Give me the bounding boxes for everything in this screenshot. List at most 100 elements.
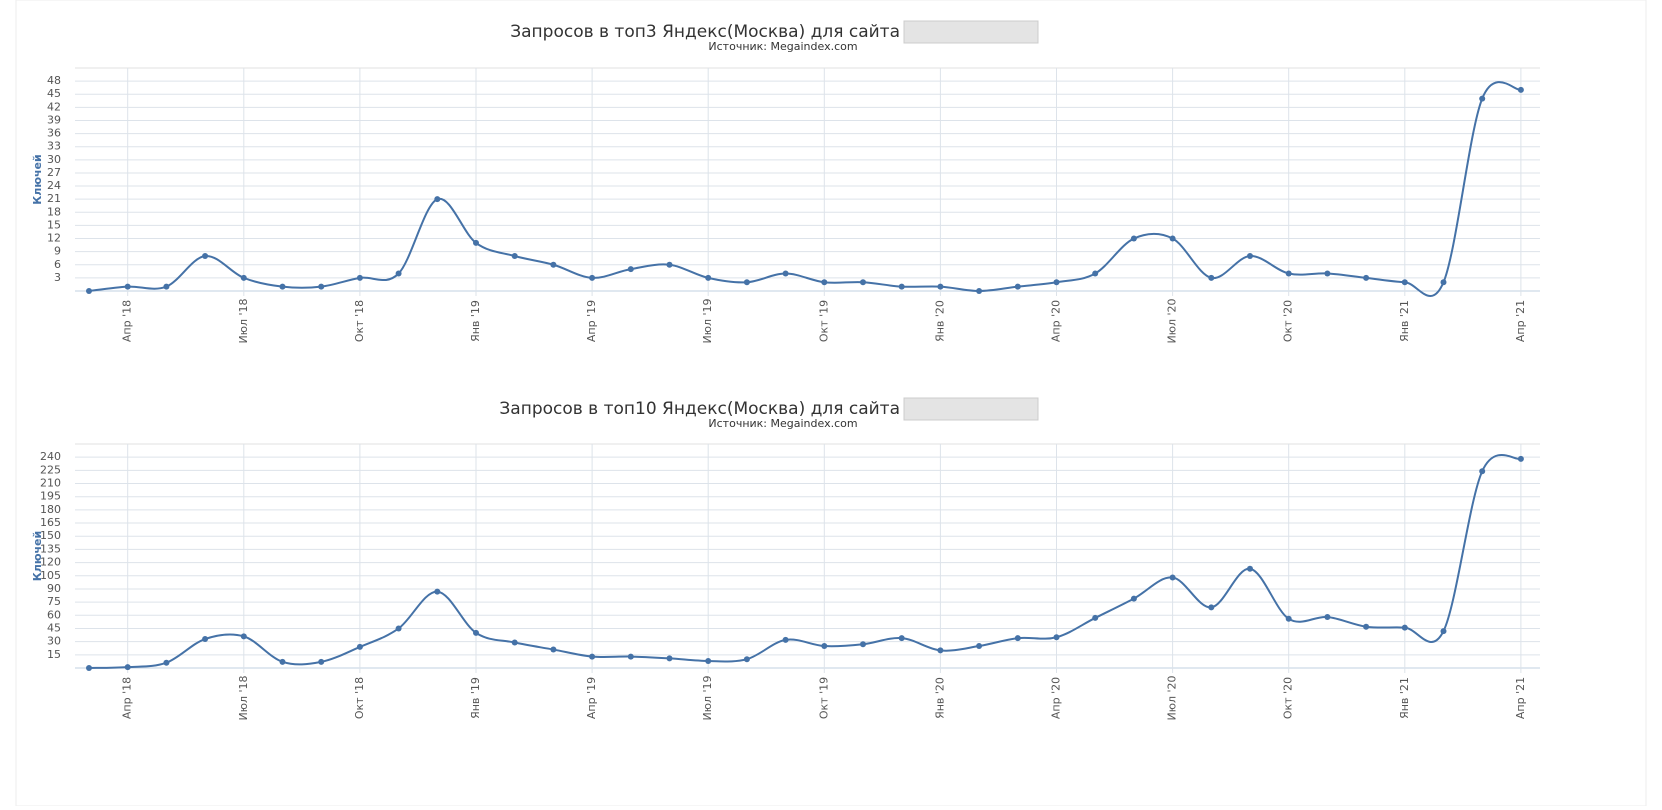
point [1092, 614, 1099, 621]
x-tick-label: Апр '19 [585, 300, 598, 342]
point [782, 636, 789, 643]
point [163, 659, 170, 666]
x-tick-label: Окт '18 [353, 677, 366, 719]
x-tick-label: Янв '21 [1398, 300, 1411, 342]
x-tick-label: Окт '18 [353, 300, 366, 342]
point [666, 261, 673, 268]
point [1324, 614, 1331, 621]
y-tick-label: 27 [47, 166, 61, 179]
point [589, 653, 596, 660]
y-tick-label: 30 [47, 635, 61, 648]
chart-subtitle: Источник: Megaindex.com [708, 40, 857, 53]
point [240, 274, 247, 281]
point [124, 283, 131, 290]
point [1169, 574, 1176, 581]
y-tick-label: 3 [54, 271, 61, 284]
y-tick-label: 9 [54, 245, 61, 258]
point [395, 270, 402, 277]
point [473, 629, 479, 636]
y-tick-label: 18 [47, 205, 61, 218]
point [937, 283, 944, 290]
y-tick-label: 180 [40, 503, 61, 516]
point [511, 253, 518, 260]
y-tick-label: 33 [47, 140, 61, 153]
y-tick-label: 42 [47, 100, 61, 113]
point [1169, 235, 1176, 242]
point [782, 270, 789, 277]
point [395, 625, 402, 632]
point [976, 288, 983, 294]
point [1130, 595, 1137, 602]
x-tick-label: Янв '21 [1398, 677, 1411, 719]
point [86, 288, 92, 294]
blurred-domain [903, 397, 1039, 421]
point [550, 646, 557, 653]
point [1208, 274, 1215, 281]
point [666, 655, 673, 662]
x-tick-label: Янв '20 [933, 677, 946, 719]
point [1363, 623, 1370, 630]
point [1130, 235, 1137, 242]
x-tick-label: Апр '19 [585, 677, 598, 719]
point [1092, 270, 1099, 277]
y-tick-label: 15 [47, 648, 61, 661]
y-tick-label: 120 [40, 556, 61, 569]
point [1014, 635, 1021, 642]
point [356, 643, 363, 650]
x-tick-label: Июл '20 [1166, 298, 1179, 343]
point [743, 656, 750, 663]
y-tick-label: 195 [40, 490, 61, 503]
x-tick-label: Окт '20 [1282, 300, 1295, 342]
x-tick-label: Апр '21 [1514, 300, 1527, 342]
y-tick-label: 24 [47, 179, 61, 192]
chart-title: Запросов в топ3 Яндекс(Москва) для сайта [510, 22, 900, 42]
point [627, 266, 634, 273]
point [743, 279, 750, 286]
point [1363, 274, 1370, 281]
point [202, 636, 209, 643]
point [937, 647, 944, 654]
point [511, 639, 518, 646]
x-tick-label: Апр '18 [121, 677, 134, 719]
y-tick-label: 21 [47, 192, 61, 205]
x-tick-label: Июл '18 [237, 298, 250, 343]
point [1440, 279, 1447, 286]
y-tick-label: 165 [40, 516, 61, 529]
point [589, 274, 596, 281]
y-tick-label: 39 [47, 113, 61, 126]
point [550, 261, 557, 268]
x-tick-label: Июл '19 [701, 675, 714, 720]
point [821, 643, 828, 650]
x-tick-label: Апр '20 [1050, 300, 1063, 342]
x-tick-label: Апр '20 [1050, 677, 1063, 719]
y-axis-label: Ключей [31, 531, 44, 581]
point [240, 633, 247, 640]
point [898, 635, 905, 642]
point [976, 643, 983, 650]
point [473, 239, 479, 246]
point [821, 279, 828, 286]
point [1053, 634, 1060, 641]
point [1208, 604, 1215, 611]
point [1324, 270, 1331, 277]
point [1401, 279, 1408, 286]
y-tick-label: 36 [47, 127, 61, 140]
x-tick-label: Янв '19 [469, 677, 482, 719]
x-tick-label: Июл '20 [1166, 675, 1179, 720]
point [1517, 86, 1524, 93]
point [1247, 565, 1253, 572]
point [202, 253, 209, 260]
point [705, 274, 712, 281]
x-tick-label: Июл '19 [701, 298, 714, 343]
y-tick-label: 210 [40, 477, 61, 490]
line [88, 81, 1522, 297]
point [860, 279, 866, 286]
y-tick-label: 15 [47, 218, 61, 231]
x-tick-label: Окт '19 [817, 677, 830, 719]
y-tick-label: 6 [54, 258, 61, 271]
point [434, 588, 441, 595]
x-tick-label: Апр '21 [1514, 677, 1527, 719]
point [124, 664, 131, 671]
